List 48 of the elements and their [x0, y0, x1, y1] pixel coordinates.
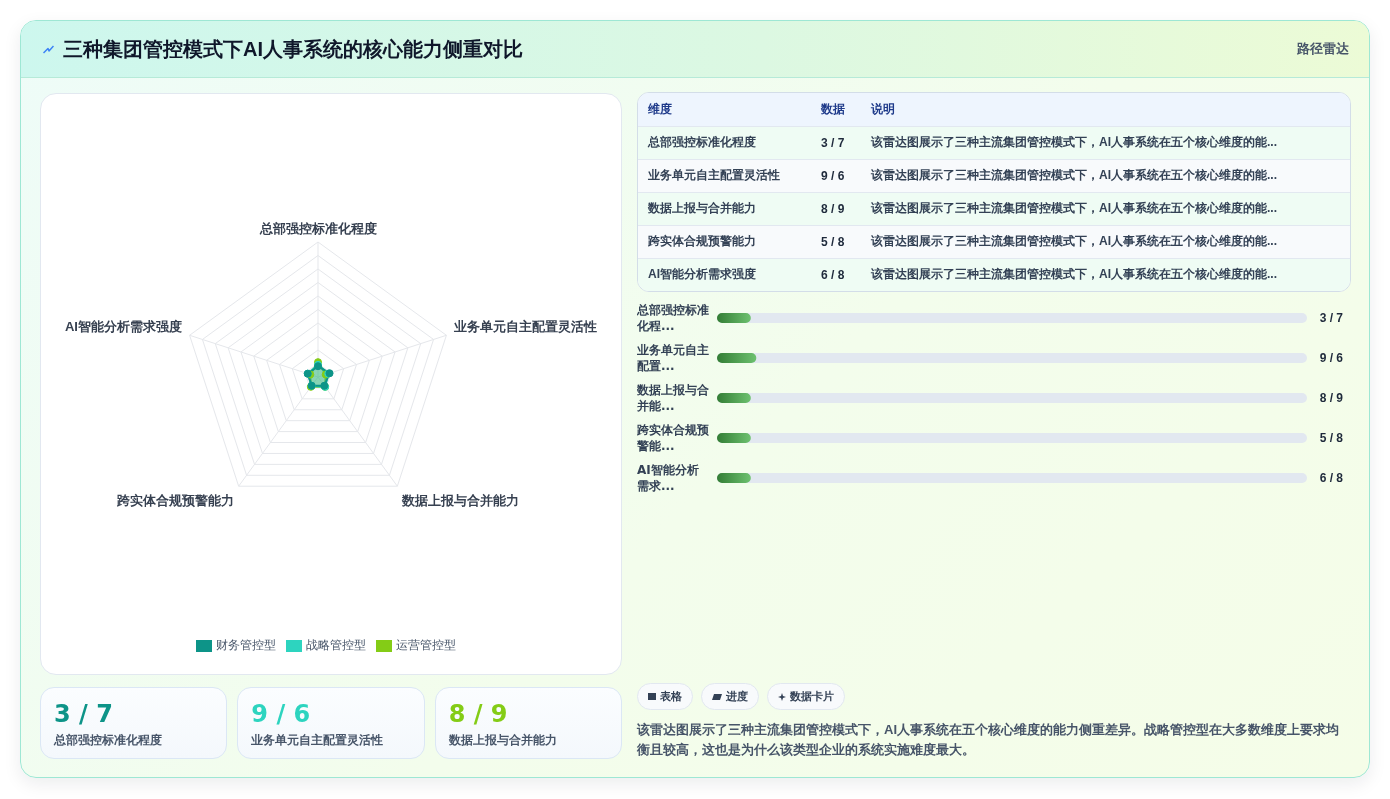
spoke-label: 跨实体合规预警能力 [115, 493, 234, 509]
text: AI智能分析需求强度 [648, 267, 756, 282]
text: 5 / 8 [821, 234, 845, 249]
text: 9 / 6 [821, 168, 845, 183]
y-tick-label: 跨实体合规预警能... [637, 422, 710, 454]
category-label: 维度 [638, 93, 811, 126]
legend-label: 财务管控型 [216, 638, 276, 652]
text: 该雷达图展示了三种主流集团管控模式下，AI人事系统在五个核心维度的能... [871, 135, 1278, 149]
text: 路径雷达 [1297, 40, 1349, 58]
text: 业务单元自主配置灵活性 [648, 168, 780, 182]
text: 8 / 9 [448, 700, 508, 728]
spoke-label: 业务单元自主配置灵活性 [453, 319, 597, 335]
text: 6 / 8 [821, 267, 845, 282]
text: 3 / 7 [1319, 311, 1344, 325]
text: 三种集团管控模式下AI人事系统的核心能力侧重对比 [63, 37, 523, 62]
category-label: 表格 [660, 689, 682, 704]
category-label: 数据 [811, 93, 861, 126]
text: 5 / 8 [1319, 431, 1344, 445]
text: 跨实体合规预警能力 [648, 234, 756, 248]
category-label: 总部强控标准化程度 [54, 732, 163, 748]
category-label: 说明 [861, 93, 1350, 126]
spoke-label: AI智能分析需求强度 [65, 319, 182, 335]
text: 该雷达图展示了三种主流集团管控模式下，AI人事系统在五个核心维度的能力侧重差异。战略管控型在大多数维度上要求均衡且较高，这也是为什么该类型企业的系统实施难度最大。 [637, 721, 1340, 759]
category-label: 数据卡片 [790, 689, 834, 704]
text: 数据上报与合并能力 [648, 201, 756, 215]
y-tick-label: 业务单元自主配置... [637, 342, 710, 374]
text: 3 / 7 [54, 700, 113, 728]
spoke-label: 总部强控标准化程度 [258, 220, 377, 236]
category-label: 数据上报与合并能力 [448, 732, 558, 748]
spoke-label: 数据上报与合并能力 [401, 493, 520, 509]
text: 3 / 7 [821, 135, 845, 150]
category-label: 业务单元自主配置灵活性 [251, 732, 385, 748]
category-label: 进度 [726, 689, 748, 704]
text: 9 / 6 [251, 700, 311, 728]
text: 该雷达图展示了三种主流集团管控模式下，AI人事系统在五个核心维度的能... [871, 267, 1278, 282]
legend-label: 运营管控型 [396, 638, 456, 652]
y-tick-label: AI智能分析需求... [637, 462, 700, 494]
text: 9 / 6 [1319, 351, 1344, 365]
y-tick-label: 数据上报与合并能... [637, 382, 710, 414]
text: 8 / 9 [821, 201, 845, 216]
text: 总部强控标准化程度 [648, 135, 756, 149]
text: 该雷达图展示了三种主流集团管控模式下，AI人事系统在五个核心维度的能... [871, 168, 1278, 182]
legend-label: 战略管控型 [306, 638, 366, 652]
y-tick-label: 总部强控标准化程... [637, 302, 710, 334]
text: 该雷达图展示了三种主流集团管控模式下，AI人事系统在五个核心维度的能... [871, 201, 1278, 215]
text: 6 / 8 [1319, 471, 1344, 485]
text: 该雷达图展示了三种主流集团管控模式下，AI人事系统在五个核心维度的能... [871, 234, 1278, 248]
text: 8 / 9 [1319, 391, 1344, 405]
